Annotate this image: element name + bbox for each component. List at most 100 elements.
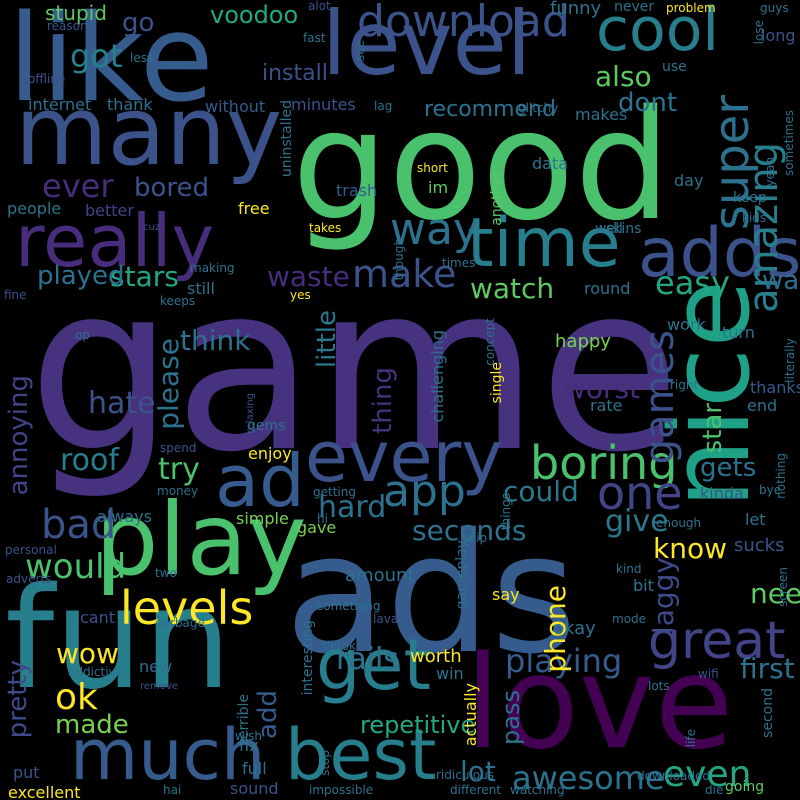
cloud-word: fast bbox=[303, 31, 326, 45]
cloud-word: stop bbox=[318, 750, 332, 776]
cloud-word: enough bbox=[656, 516, 702, 530]
cloud-word: repetitive bbox=[360, 711, 476, 739]
cloud-word: relaxing bbox=[245, 393, 256, 434]
cloud-word: always bbox=[97, 507, 152, 526]
cloud-word: turn bbox=[722, 323, 755, 342]
cloud-word: keep bbox=[733, 190, 767, 206]
cloud-word: every bbox=[305, 416, 503, 498]
cloud-word: stupid bbox=[45, 1, 107, 25]
cloud-word: never bbox=[614, 0, 655, 15]
cloud-word: right bbox=[670, 378, 699, 392]
cloud-word: im bbox=[428, 178, 449, 197]
cloud-word: two bbox=[155, 566, 177, 580]
cloud-word: funny bbox=[550, 0, 602, 19]
cloud-word: problem bbox=[666, 1, 716, 15]
cloud-word: hi bbox=[317, 512, 328, 526]
cloud-word: another bbox=[489, 171, 505, 226]
cloud-word: pass bbox=[497, 690, 525, 745]
cloud-word: fine bbox=[4, 288, 27, 302]
cloud-word: guys bbox=[760, 1, 789, 15]
cloud-word: many bbox=[15, 77, 283, 187]
cloud-word: full bbox=[242, 759, 267, 778]
cloud-word: try bbox=[158, 452, 200, 487]
cloud-word: one bbox=[597, 466, 683, 520]
cloud-word: makes bbox=[575, 105, 628, 124]
cloud-word: remove bbox=[140, 681, 178, 692]
cloud-word: op bbox=[75, 328, 90, 342]
cloud-word: would bbox=[25, 547, 127, 587]
cloud-word: amount bbox=[345, 565, 415, 586]
cloud-word: sometimes bbox=[782, 110, 796, 177]
cloud-word: wifi bbox=[698, 667, 719, 681]
cloud-word: enjoy bbox=[248, 444, 292, 463]
cloud-word: wish bbox=[235, 729, 263, 743]
cloud-word: second bbox=[760, 688, 776, 738]
cloud-word: let bbox=[745, 510, 766, 529]
cloud-word: roof bbox=[60, 443, 119, 478]
cloud-word: watching bbox=[510, 783, 565, 797]
cloud-word: play bbox=[95, 481, 307, 598]
cloud-word: worth bbox=[410, 646, 462, 667]
cloud-word: better bbox=[85, 201, 134, 220]
cloud-word: much bbox=[70, 714, 266, 796]
cloud-word: boring bbox=[530, 436, 678, 490]
cloud-word: new bbox=[139, 657, 173, 676]
cloud-word: minutes bbox=[291, 95, 356, 114]
cloud-word: make bbox=[352, 252, 457, 296]
cloud-word: reason bbox=[47, 19, 88, 33]
cloud-word: lot bbox=[460, 755, 496, 788]
cloud-word: sucks bbox=[734, 535, 785, 556]
cloud-word: even bbox=[663, 754, 752, 795]
cloud-word: ridiculous bbox=[436, 768, 494, 782]
cloud-word: lag bbox=[374, 99, 393, 113]
cloud-word: go bbox=[122, 8, 155, 38]
cloud-word: offline bbox=[28, 72, 66, 86]
cloud-word: way bbox=[390, 204, 479, 255]
cloud-word: levels bbox=[120, 581, 254, 635]
cloud-word: like bbox=[8, 0, 214, 129]
cloud-word: dont bbox=[618, 88, 678, 118]
cloud-word: want bbox=[762, 266, 800, 296]
cloud-word: happy bbox=[555, 331, 611, 352]
cloud-word: spend bbox=[160, 441, 197, 455]
cloud-word: games bbox=[637, 330, 683, 465]
cloud-word: addictive bbox=[68, 665, 124, 679]
cloud-word: lots bbox=[648, 679, 670, 693]
cloud-word: literally bbox=[783, 338, 797, 383]
cloud-word: bored bbox=[134, 173, 210, 203]
cloud-word: uninstalled bbox=[279, 100, 295, 178]
cloud-word: things bbox=[499, 493, 513, 531]
cloud-word: long bbox=[761, 26, 796, 45]
cloud-word: played bbox=[37, 261, 125, 291]
cloud-word: money bbox=[157, 484, 199, 498]
cloud-word: though bbox=[392, 238, 406, 281]
cloud-word: getting bbox=[313, 485, 356, 499]
cloud-word: pretty bbox=[3, 660, 33, 739]
cloud-word: alot bbox=[308, 0, 331, 13]
cloud-word: well bbox=[595, 221, 623, 237]
cloud-word: install bbox=[262, 61, 328, 86]
cloud-word: bye bbox=[759, 483, 782, 497]
cloud-word: still bbox=[187, 279, 215, 298]
cloud-word: voodoo bbox=[210, 1, 299, 29]
cloud-word: first bbox=[740, 652, 795, 685]
cloud-word: life bbox=[684, 729, 698, 748]
cloud-word: time bbox=[467, 204, 621, 283]
cloud-word: level bbox=[322, 0, 532, 95]
cloud-word: trash bbox=[336, 181, 378, 200]
cloud-word: ever bbox=[42, 167, 114, 205]
cloud-word: need bbox=[750, 577, 800, 610]
cloud-word: gets bbox=[700, 453, 757, 483]
cloud-word: laggy bbox=[647, 557, 680, 635]
cloud-word: yes bbox=[290, 288, 311, 302]
cloud-word: takes bbox=[309, 221, 342, 235]
cloud-word: downloaded bbox=[637, 769, 711, 783]
cloud-word: download bbox=[357, 0, 570, 47]
cloud-word: win bbox=[436, 664, 464, 683]
cloud-word: playing bbox=[505, 642, 623, 680]
cloud-word: actually bbox=[461, 683, 480, 747]
cloud-word: give bbox=[605, 504, 669, 539]
cloud-word: end bbox=[747, 396, 778, 415]
cloud-word: something bbox=[317, 599, 381, 613]
